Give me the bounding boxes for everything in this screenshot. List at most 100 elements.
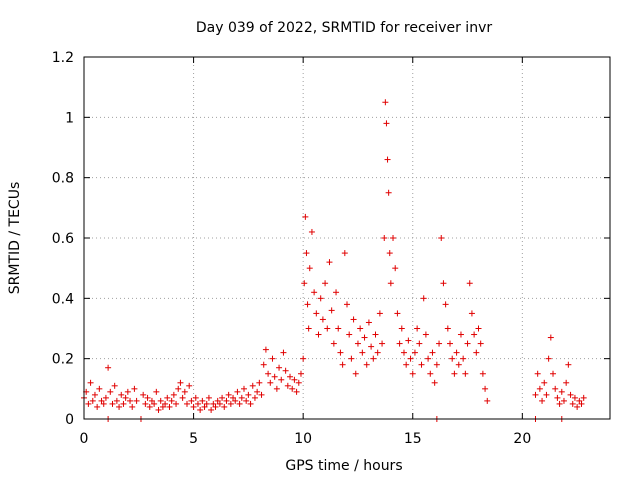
data-point (539, 397, 546, 404)
chart-title: Day 039 of 2022, SRMTID for receiver inv… (196, 20, 492, 36)
data-point (543, 391, 550, 398)
data-point (267, 379, 274, 386)
data-point (368, 343, 375, 350)
data-point (580, 394, 587, 401)
data-point (113, 397, 120, 404)
data-point (254, 388, 261, 395)
data-point (578, 400, 585, 407)
data-point (433, 361, 440, 368)
y-axis-label: SRMTID / TECUs (7, 182, 23, 295)
data-point (144, 394, 151, 401)
data-point (317, 295, 324, 302)
data-point (208, 406, 215, 413)
y-tick-label: 1.2 (52, 50, 74, 66)
data-point (236, 400, 243, 407)
data-point (315, 331, 322, 338)
data-point (122, 394, 129, 401)
data-point (133, 397, 140, 404)
data-point (245, 391, 252, 398)
data-point (232, 397, 239, 404)
data-point (282, 367, 289, 374)
data-point (173, 400, 180, 407)
data-point (440, 280, 447, 287)
data-point (477, 340, 484, 347)
data-point (166, 403, 173, 410)
data-point (374, 349, 381, 356)
x-tick-label: 5 (189, 431, 198, 447)
y-tick-label: 0.4 (52, 291, 74, 307)
data-point (425, 355, 432, 362)
data-point (302, 213, 309, 220)
data-point (386, 250, 393, 257)
data-point (552, 385, 559, 392)
data-point (201, 403, 208, 410)
data-point (186, 382, 193, 389)
data-point (403, 361, 410, 368)
data-point (262, 346, 269, 353)
data-point (190, 403, 197, 410)
data-point (411, 349, 418, 356)
data-point (376, 310, 383, 317)
data-point (449, 355, 456, 362)
data-point (297, 370, 304, 377)
data-point (545, 355, 552, 362)
data-point (471, 331, 478, 338)
data-point (140, 391, 147, 398)
data-point (98, 397, 105, 404)
data-point (227, 400, 234, 407)
data-point (210, 400, 217, 407)
x-tick-label: 0 (80, 431, 89, 447)
data-point (328, 307, 335, 314)
data-point (181, 388, 188, 395)
data-point (273, 385, 280, 392)
data-point (234, 388, 241, 395)
data-point (438, 235, 445, 241)
data-point (352, 370, 359, 377)
data-point (188, 397, 195, 404)
data-point (405, 337, 412, 344)
data-point (148, 397, 155, 404)
data-point (212, 403, 219, 410)
data-point (400, 349, 407, 356)
data-point (205, 394, 212, 401)
data-point (284, 382, 291, 389)
grid-layer (84, 57, 610, 419)
data-point (319, 316, 326, 323)
data-point (484, 397, 491, 404)
data-point (333, 289, 340, 296)
data-point (398, 325, 405, 332)
data-point (280, 349, 287, 356)
data-point (344, 301, 350, 308)
data-point (392, 265, 399, 272)
data-point (247, 400, 254, 407)
data-point (308, 228, 315, 235)
data-point (420, 295, 427, 302)
data-point (258, 391, 265, 398)
data-point (427, 370, 434, 377)
data-point (335, 325, 342, 332)
data-point (384, 156, 391, 163)
data-point (251, 394, 258, 401)
data-point (418, 361, 425, 368)
data-point (558, 388, 565, 395)
data-point (337, 349, 344, 356)
data-point (363, 361, 370, 368)
data-point (105, 364, 112, 371)
data-point (116, 403, 123, 410)
data-point (276, 364, 283, 371)
data-point (124, 388, 131, 395)
data-point (396, 340, 403, 347)
data-point (214, 397, 221, 404)
data-point (109, 400, 116, 407)
data-point (372, 331, 379, 338)
data-point (350, 316, 357, 323)
data-point (269, 355, 276, 362)
data-point (221, 403, 228, 410)
data-point (462, 370, 469, 377)
data-point (129, 403, 136, 410)
plot-frame (83, 56, 611, 420)
data-point (468, 310, 475, 317)
data-point (151, 400, 158, 407)
